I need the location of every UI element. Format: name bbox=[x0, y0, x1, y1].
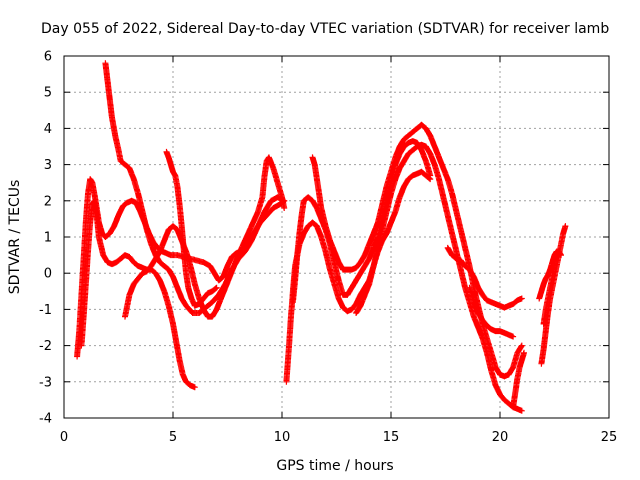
y-tick-label: 4 bbox=[44, 122, 52, 137]
grid-lines bbox=[64, 56, 609, 418]
axis-ticks bbox=[63, 55, 610, 419]
data-marker-path bbox=[466, 284, 517, 340]
data-points bbox=[74, 60, 569, 414]
x-axis-label: GPS time / hours bbox=[276, 458, 393, 474]
x-tick-label: 25 bbox=[601, 430, 618, 445]
data-marker-path bbox=[309, 121, 525, 380]
y-tick-label: -3 bbox=[39, 375, 52, 390]
x-tick-labels: 0 5 10 15 20 25 bbox=[60, 430, 617, 445]
data-marker-path bbox=[510, 349, 527, 411]
series-trace-o bbox=[536, 248, 560, 302]
data-marker-path bbox=[122, 154, 288, 320]
y-tick-label: -1 bbox=[39, 303, 52, 318]
data-marker-path bbox=[536, 248, 560, 302]
y-tick-label: 3 bbox=[44, 158, 52, 173]
y-tick-label: 0 bbox=[44, 267, 52, 282]
y-axis-label: SDTVAR / TECUs bbox=[7, 180, 23, 295]
y-tick-label: 2 bbox=[44, 194, 52, 209]
y-tick-labels: -4 -3 -2 -1 0 1 2 3 4 5 6 bbox=[39, 50, 52, 427]
data-marker-path bbox=[444, 244, 525, 311]
series-trace-i bbox=[353, 141, 525, 414]
data-marker-path bbox=[163, 148, 220, 309]
y-tick-label: -2 bbox=[39, 339, 52, 354]
series-trace-h bbox=[309, 121, 525, 380]
x-tick-label: 20 bbox=[492, 430, 509, 445]
data-marker-path bbox=[353, 141, 525, 414]
y-tick-label: 5 bbox=[44, 86, 52, 101]
x-tick-label: 0 bbox=[60, 430, 68, 445]
x-tick-label: 10 bbox=[274, 430, 291, 445]
series-trace-e bbox=[163, 148, 220, 309]
series-trace-k bbox=[466, 284, 517, 340]
y-tick-label: -4 bbox=[39, 412, 52, 427]
series-trace-l bbox=[510, 349, 527, 411]
x-tick-label: 15 bbox=[383, 430, 400, 445]
x-tick-label: 5 bbox=[169, 430, 177, 445]
series-trace-d bbox=[122, 154, 288, 320]
series-trace-j bbox=[444, 244, 525, 311]
y-tick-label: 6 bbox=[44, 50, 52, 65]
y-tick-label: 1 bbox=[44, 231, 52, 246]
chart-title: Day 055 of 2022, Sidereal Day-to-day VTE… bbox=[41, 21, 609, 37]
